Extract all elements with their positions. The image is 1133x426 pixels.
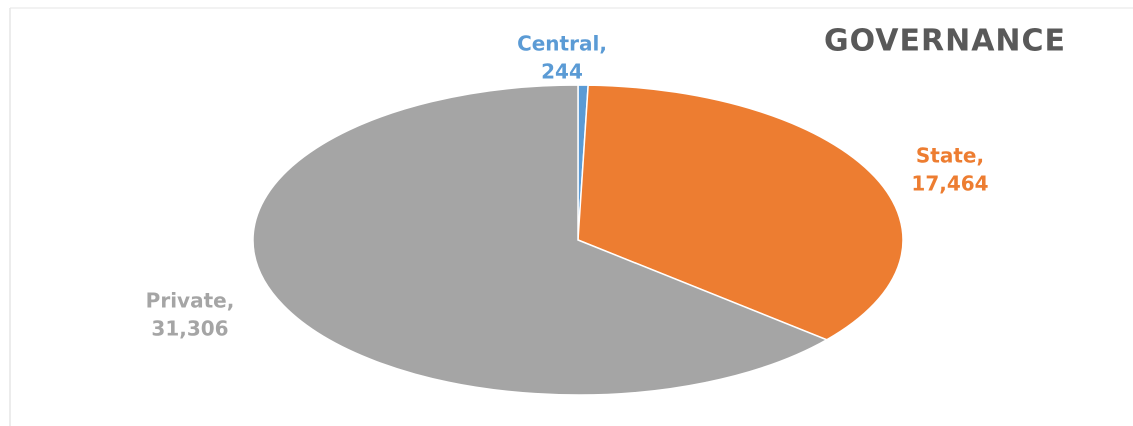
pie-slice	[252, 84, 829, 396]
pie-slice	[577, 84, 904, 341]
slice-label-name: Central,	[517, 32, 607, 56]
slice-label-value: 31,306	[151, 317, 228, 341]
slice-label-name: State,	[916, 144, 984, 168]
slice-label-value: 244	[541, 60, 583, 84]
chart-title: GOVERNANCE	[824, 24, 1066, 59]
slice-label-value: 17,464	[911, 172, 988, 196]
slice-label-name: Private,	[146, 289, 235, 313]
